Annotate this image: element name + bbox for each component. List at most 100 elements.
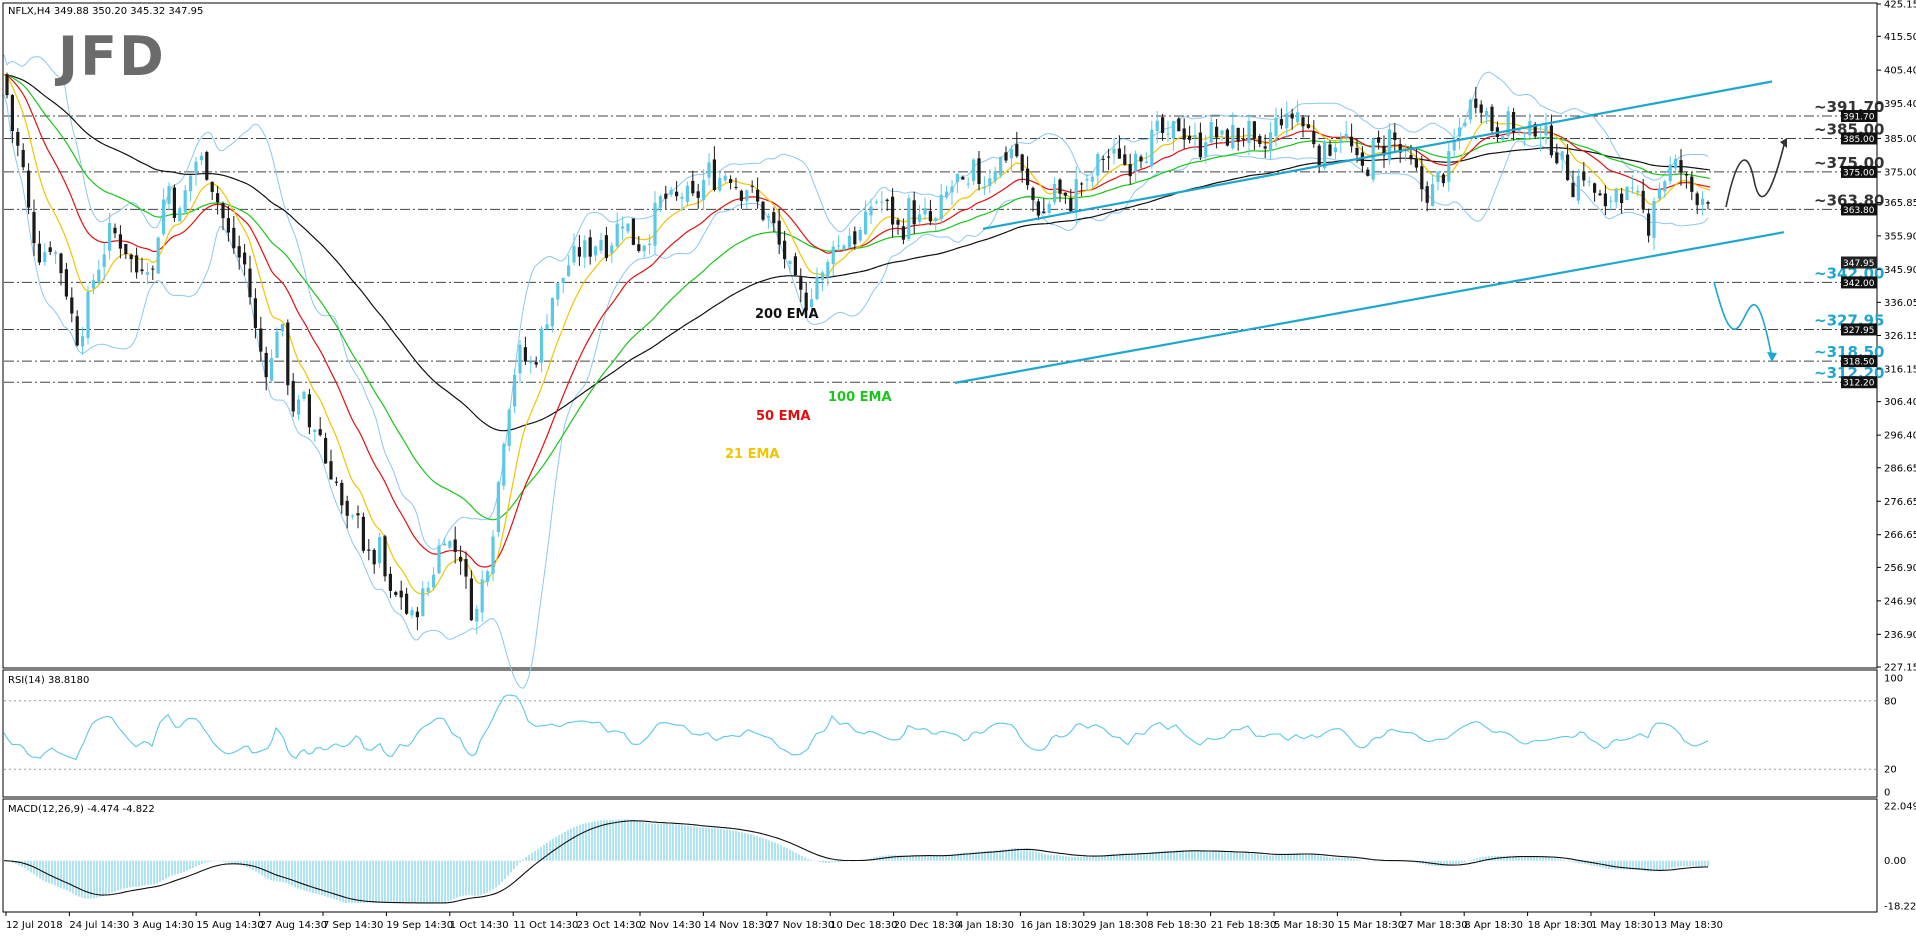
candle-body bbox=[264, 352, 268, 378]
candle-body bbox=[1474, 98, 1478, 108]
candle-body bbox=[16, 131, 20, 146]
candle-body bbox=[594, 246, 598, 256]
candle-body bbox=[32, 212, 36, 244]
candle-body bbox=[437, 545, 441, 574]
price-tick-label: 355.90 bbox=[1884, 231, 1916, 242]
level-tag-label: 385.00 bbox=[1843, 135, 1875, 145]
price-tick-label: 395.40 bbox=[1884, 99, 1916, 110]
candle-body bbox=[1528, 121, 1532, 136]
candle-body bbox=[982, 186, 986, 189]
candle-body bbox=[318, 429, 322, 436]
candle-body bbox=[702, 180, 706, 200]
candle-body bbox=[1312, 131, 1316, 145]
candle-body bbox=[167, 186, 171, 205]
rsi-tick-label: 80 bbox=[1884, 696, 1897, 707]
candle-body bbox=[1063, 192, 1067, 196]
candle-body bbox=[637, 244, 641, 251]
candle-body bbox=[675, 191, 679, 197]
candle-body bbox=[64, 269, 68, 297]
candle-body bbox=[270, 358, 274, 381]
time-tick-label: 27 Mar 18:30 bbox=[1401, 920, 1468, 931]
candle-body bbox=[1695, 193, 1699, 206]
rsi-indicator: 100 80 20 0 bbox=[3, 674, 1903, 799]
candle-body bbox=[307, 394, 311, 428]
candle-body bbox=[550, 297, 554, 327]
candle-body bbox=[1582, 171, 1586, 181]
candle-body bbox=[648, 243, 652, 246]
candle-body bbox=[972, 159, 976, 182]
candle-body bbox=[1101, 158, 1105, 160]
candle-body bbox=[529, 362, 533, 364]
candle-body bbox=[54, 252, 58, 254]
candle-body bbox=[275, 331, 279, 358]
level-tag bbox=[1841, 355, 1877, 368]
candle-body bbox=[1657, 188, 1661, 199]
candle-body bbox=[1333, 147, 1337, 153]
candle-body bbox=[588, 237, 592, 257]
candle-body bbox=[1566, 154, 1570, 181]
candle-body bbox=[1339, 140, 1343, 143]
candle-body bbox=[1193, 134, 1197, 138]
level-tag bbox=[1841, 323, 1877, 336]
ema-lines bbox=[3, 74, 1711, 595]
candle-body bbox=[680, 196, 684, 199]
candle-body bbox=[491, 536, 495, 574]
candle-body bbox=[1004, 152, 1008, 161]
time-tick-label: 29 Jan 18:30 bbox=[1084, 920, 1147, 931]
candle-body bbox=[696, 191, 700, 198]
candle-body bbox=[297, 399, 301, 415]
candle-body bbox=[777, 220, 781, 245]
current-price-tag bbox=[1841, 256, 1877, 269]
candle-body bbox=[1236, 127, 1240, 142]
bollinger-bands bbox=[3, 54, 1709, 690]
candle-body bbox=[1225, 129, 1229, 146]
level-tag bbox=[1841, 110, 1877, 123]
candle-body bbox=[621, 226, 625, 229]
candle-body bbox=[685, 185, 689, 202]
ema200-label: 200 EMA bbox=[755, 307, 819, 322]
candle-body bbox=[1458, 127, 1462, 137]
candle-body bbox=[37, 243, 41, 263]
candle-body bbox=[1544, 125, 1548, 136]
candle-body bbox=[405, 593, 409, 614]
time-tick-label: 23 Oct 14:30 bbox=[577, 920, 642, 931]
candle-body bbox=[1069, 198, 1073, 212]
candle-body bbox=[1414, 158, 1418, 168]
candle-body bbox=[507, 409, 511, 446]
time-tick-label: 16 Jan 18:30 bbox=[1020, 920, 1083, 931]
candle-body bbox=[1015, 144, 1019, 157]
candle-body bbox=[340, 482, 344, 506]
candle-body bbox=[1452, 140, 1456, 151]
candle-body bbox=[1215, 126, 1219, 138]
candle-body bbox=[858, 229, 862, 241]
candle-body bbox=[502, 444, 506, 486]
candle-body bbox=[1274, 117, 1278, 137]
candle-body bbox=[97, 269, 101, 283]
candle-body bbox=[788, 261, 792, 265]
candle-body bbox=[1398, 143, 1402, 153]
candle-body bbox=[162, 199, 166, 235]
candle-body bbox=[1652, 200, 1656, 238]
candle-body bbox=[766, 215, 770, 219]
candle-body bbox=[864, 211, 868, 235]
candle-body bbox=[1128, 164, 1132, 177]
time-tick-label: 1 Oct 14:30 bbox=[450, 920, 509, 931]
price-tick-label: 256.90 bbox=[1884, 563, 1916, 574]
time-tick-label: 27 Nov 18:30 bbox=[767, 920, 834, 931]
candle-body bbox=[756, 189, 760, 202]
candle-body bbox=[1144, 161, 1148, 164]
time-tick-label: 5 Mar 18:30 bbox=[1274, 920, 1334, 931]
level-tag-label: 327.95 bbox=[1843, 326, 1875, 336]
candle-body bbox=[27, 170, 31, 208]
candle-body bbox=[388, 573, 392, 591]
price-tick-label: 336.05 bbox=[1884, 298, 1916, 309]
candle-body bbox=[5, 74, 9, 96]
candle-body bbox=[1701, 198, 1705, 205]
candle-body bbox=[356, 513, 360, 516]
candle-body bbox=[945, 191, 949, 198]
candle-body bbox=[1506, 111, 1510, 137]
candle-body bbox=[874, 201, 878, 203]
candle-body bbox=[545, 324, 549, 330]
price-tick-label: 365.85 bbox=[1884, 198, 1916, 209]
